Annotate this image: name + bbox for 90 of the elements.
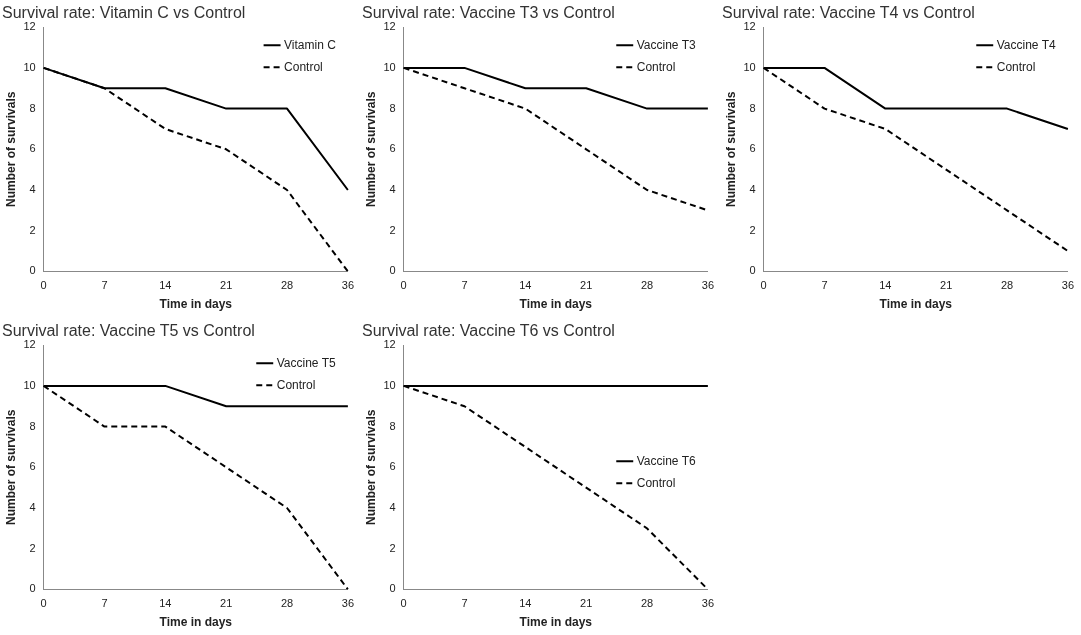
x-tick-label: 7 [821,279,828,292]
y-tick-label: 6 [389,142,396,155]
y-tick-label: 10 [23,378,36,391]
y-tick-label: 10 [23,60,36,73]
x-tick-label: 14 [519,279,532,292]
y-tick-label: 8 [749,101,756,114]
chart-title: Survival rate: Vaccine T5 vs Control [2,322,255,340]
x-tick-label: 14 [519,597,532,610]
x-tick-label: 21 [580,279,593,292]
x-tick-label: 0 [40,597,47,610]
x-axis-title: Time in days [159,615,233,630]
y-tick-label: 10 [743,60,756,73]
y-tick-label: 4 [749,183,756,196]
x-tick-label: 14 [159,279,172,292]
x-tick-label: 21 [220,597,233,610]
x-axis-title: Time in days [519,615,593,630]
y-tick-label: 12 [383,338,396,351]
y-tick-label: 8 [29,101,36,114]
legend-label: Control [276,377,316,392]
x-tick-label: 21 [220,279,233,292]
y-tick-label: 12 [743,20,756,33]
x-tick-label: 7 [461,279,468,292]
y-axis-title: Number of survivals [723,91,738,207]
y-tick-label: 0 [389,264,396,277]
chart-title: Survival rate: Vaccine T6 vs Control [362,322,615,340]
x-tick-label: 28 [640,279,654,292]
legend-label: Vaccine T4 [996,37,1056,52]
y-tick-label: 10 [383,378,396,391]
legend-label: Control [996,59,1036,74]
chart-title: Survival rate: Vitamin C vs Control [2,4,246,22]
legend-label: Vaccine T3 [636,37,696,52]
y-axis-title: Number of survivals [3,91,18,207]
y-tick-label: 2 [29,223,36,236]
legend-label: Control [636,59,676,74]
y-axis-title: Number of survivals [363,409,378,525]
y-tick-label: 2 [389,223,396,236]
x-tick-label: 0 [40,279,47,292]
x-tick-label: 36 [701,279,715,292]
legend-label: Vitamin C [284,37,337,52]
y-axis-title: Number of survivals [363,91,378,207]
y-tick-label: 2 [749,223,756,236]
x-tick-label: 28 [640,597,654,610]
y-tick-label: 8 [389,419,396,432]
x-tick-label: 28 [280,597,294,610]
x-tick-label: 14 [879,279,892,292]
x-tick-label: 36 [1061,279,1075,292]
x-tick-label: 36 [341,279,355,292]
y-tick-label: 4 [29,501,36,514]
y-tick-label: 4 [389,183,396,196]
y-axis-title: Number of survivals [3,409,18,525]
y-tick-label: 6 [749,142,756,155]
y-tick-label: 6 [29,460,36,473]
x-tick-label: 36 [341,597,355,610]
legend-label: Vaccine T5 [276,355,336,370]
x-axis-title: Time in days [879,297,953,312]
x-tick-label: 14 [159,597,172,610]
y-tick-label: 6 [389,460,396,473]
x-tick-label: 28 [1000,279,1014,292]
y-tick-label: 8 [29,419,36,432]
x-tick-label: 7 [101,279,108,292]
x-tick-label: 0 [760,279,767,292]
y-tick-label: 4 [29,183,36,196]
y-tick-label: 2 [389,541,396,554]
x-tick-label: 21 [940,279,953,292]
legend-label: Control [636,475,676,490]
y-tick-label: 12 [23,338,36,351]
chart-title: Survival rate: Vaccine T4 vs Control [722,4,975,22]
y-tick-label: 0 [749,264,756,277]
y-tick-label: 12 [23,20,36,33]
x-tick-label: 36 [701,597,715,610]
chart-title: Survival rate: Vaccine T3 vs Control [362,4,615,22]
legend-label: Vaccine T6 [636,453,696,468]
x-tick-label: 0 [400,597,407,610]
y-tick-label: 12 [383,20,396,33]
y-tick-label: 4 [389,501,396,514]
y-tick-label: 0 [389,582,396,595]
x-tick-label: 0 [400,279,407,292]
x-tick-label: 7 [101,597,108,610]
y-tick-label: 0 [29,264,36,277]
y-tick-label: 6 [29,142,36,155]
x-tick-label: 7 [461,597,468,610]
x-tick-label: 28 [280,279,294,292]
y-tick-label: 0 [29,582,36,595]
x-tick-label: 21 [580,597,593,610]
x-axis-title: Time in days [159,297,233,312]
legend-label: Control [284,59,323,74]
y-tick-label: 8 [389,101,396,114]
x-axis-title: Time in days [519,297,593,312]
y-tick-label: 10 [383,60,396,73]
y-tick-label: 2 [29,541,36,554]
